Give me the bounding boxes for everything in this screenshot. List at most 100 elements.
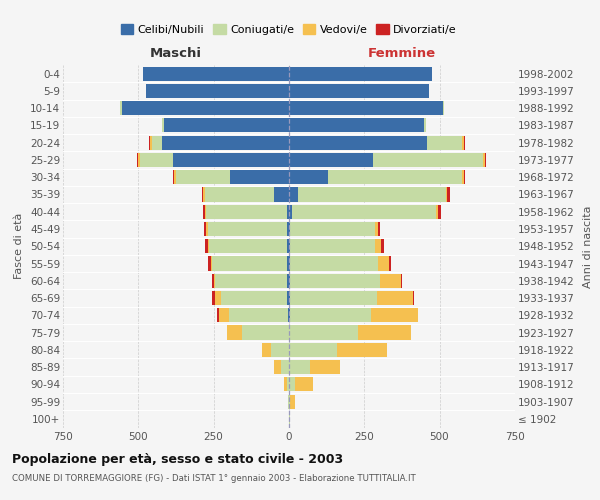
Bar xyxy=(290,394,295,408)
Bar xyxy=(288,394,289,408)
Bar xyxy=(287,291,289,305)
Bar xyxy=(287,394,288,408)
Bar xyxy=(209,239,287,254)
Bar xyxy=(271,342,289,357)
Bar xyxy=(290,256,379,270)
Bar xyxy=(274,188,289,202)
Bar xyxy=(208,222,287,236)
Bar xyxy=(438,204,441,219)
Bar xyxy=(203,204,205,219)
Bar xyxy=(289,222,290,236)
Bar xyxy=(289,204,292,219)
Bar xyxy=(446,188,447,202)
Bar xyxy=(290,239,376,254)
Bar xyxy=(290,291,377,305)
Bar xyxy=(205,239,208,254)
Bar xyxy=(289,360,310,374)
Bar xyxy=(281,360,289,374)
Bar xyxy=(202,188,203,202)
Bar xyxy=(289,412,290,426)
Bar xyxy=(289,84,429,98)
Bar xyxy=(436,204,438,219)
Bar xyxy=(483,153,485,167)
Bar xyxy=(289,342,337,357)
Bar xyxy=(382,239,385,254)
Bar xyxy=(310,360,340,374)
Bar xyxy=(462,136,464,150)
Bar xyxy=(215,291,221,305)
Bar xyxy=(203,222,206,236)
Bar xyxy=(221,291,287,305)
Bar xyxy=(206,222,208,236)
Bar xyxy=(205,188,274,202)
Bar xyxy=(379,256,389,270)
Bar xyxy=(376,239,382,254)
Bar xyxy=(151,136,152,150)
Bar xyxy=(401,274,403,288)
Bar xyxy=(205,204,206,219)
Bar xyxy=(377,291,413,305)
Bar xyxy=(289,66,432,80)
Bar xyxy=(289,378,295,392)
Bar xyxy=(389,256,391,270)
Bar xyxy=(427,136,462,150)
Bar xyxy=(298,188,446,202)
Bar xyxy=(149,136,151,150)
Bar xyxy=(164,118,289,132)
Bar xyxy=(274,360,281,374)
Bar xyxy=(242,326,289,340)
Bar xyxy=(464,170,465,184)
Bar xyxy=(464,136,465,150)
Bar xyxy=(287,239,289,254)
Y-axis label: Anni di nascita: Anni di nascita xyxy=(583,205,593,288)
Bar xyxy=(328,170,462,184)
Bar xyxy=(380,274,401,288)
Y-axis label: Fasce di età: Fasce di età xyxy=(14,213,25,280)
Bar xyxy=(262,342,271,357)
Bar xyxy=(284,378,287,392)
Bar xyxy=(215,274,287,288)
Bar xyxy=(289,274,290,288)
Bar xyxy=(289,394,290,408)
Bar xyxy=(173,153,289,167)
Bar xyxy=(287,378,289,392)
Bar xyxy=(146,84,289,98)
Bar xyxy=(289,153,373,167)
Bar xyxy=(122,101,289,115)
Bar xyxy=(376,222,379,236)
Bar xyxy=(140,153,173,167)
Bar xyxy=(152,136,163,150)
Bar xyxy=(290,308,371,322)
Bar xyxy=(175,170,176,184)
Bar xyxy=(358,326,411,340)
Bar xyxy=(217,308,219,322)
Bar xyxy=(485,153,486,167)
Legend: Celibi/Nubili, Coniugati/e, Vedovi/e, Divorziati/e: Celibi/Nubili, Coniugati/e, Vedovi/e, Di… xyxy=(117,20,461,40)
Bar xyxy=(211,256,212,270)
Bar xyxy=(288,308,289,322)
Text: Maschi: Maschi xyxy=(150,46,202,60)
Bar xyxy=(289,291,290,305)
Bar xyxy=(137,153,138,167)
Bar xyxy=(292,204,436,219)
Bar xyxy=(337,342,387,357)
Bar xyxy=(289,118,424,132)
Bar xyxy=(212,291,215,305)
Bar xyxy=(447,188,450,202)
Bar xyxy=(143,66,289,80)
Bar xyxy=(120,101,122,115)
Bar xyxy=(287,204,289,219)
Bar xyxy=(219,308,229,322)
Text: Femmine: Femmine xyxy=(368,46,436,60)
Bar xyxy=(295,378,313,392)
Bar xyxy=(214,274,215,288)
Bar xyxy=(462,170,464,184)
Bar xyxy=(287,222,289,236)
Bar xyxy=(227,326,242,340)
Bar xyxy=(289,188,298,202)
Bar xyxy=(289,136,427,150)
Bar xyxy=(138,153,140,167)
Bar xyxy=(212,274,214,288)
Bar xyxy=(290,222,376,236)
Bar xyxy=(287,256,289,270)
